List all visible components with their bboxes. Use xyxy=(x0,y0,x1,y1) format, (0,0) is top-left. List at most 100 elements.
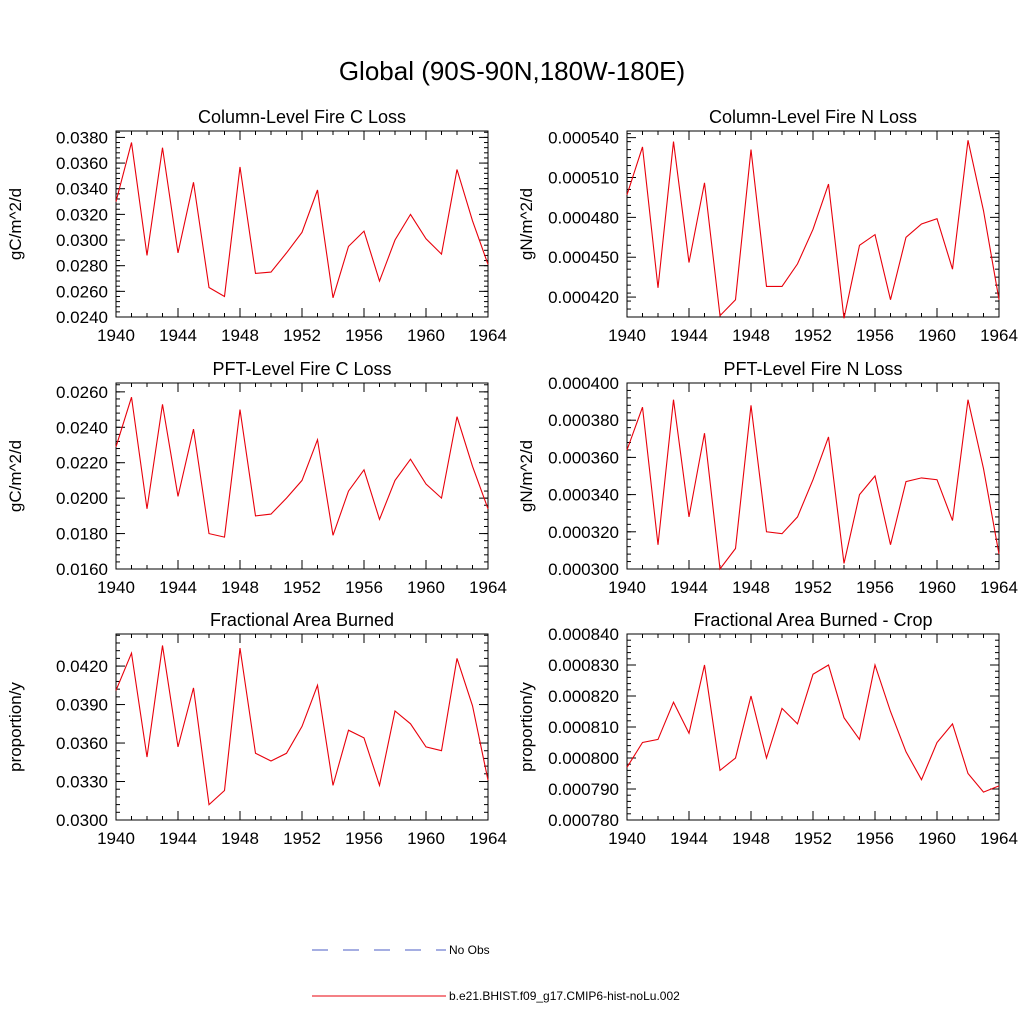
y-tick-label: 0.000340 xyxy=(548,486,619,505)
x-tick-label: 1948 xyxy=(732,578,770,597)
y-tick-label: 0.0200 xyxy=(56,489,108,508)
x-tick-label: 1964 xyxy=(980,829,1018,848)
x-tick-label: 1952 xyxy=(794,326,832,345)
chart-title: PFT-Level Fire C Loss xyxy=(212,359,391,379)
figure-title: Global (90S-90N,180W-180E) xyxy=(338,56,686,86)
y-axis-label: proportion/y xyxy=(6,682,25,772)
chart-panel-6: Fractional Area Burned - Crop proportion/… xyxy=(517,610,1018,848)
y-axis-label: gN/m^2/d xyxy=(517,440,536,512)
series-line xyxy=(626,662,1000,793)
x-tick-label: 1940 xyxy=(608,578,646,597)
series-line xyxy=(115,397,489,538)
chart-panel-5: Fractional Area Burned proportion/y 1940 19… xyxy=(6,610,507,848)
x-tick-label: 1960 xyxy=(407,578,445,597)
y-tick-label: 0.0330 xyxy=(56,773,108,792)
x-tick-label: 1960 xyxy=(407,326,445,345)
y-tick-label: 0.000380 xyxy=(548,411,619,430)
plot-frame xyxy=(115,382,489,570)
x-tick-label: 1948 xyxy=(221,578,259,597)
x-tick-label: 1952 xyxy=(794,829,832,848)
x-tick-label: 1956 xyxy=(345,578,383,597)
plot-frame xyxy=(115,130,489,318)
x-tick-label: 1944 xyxy=(670,578,708,597)
y-axis-label: gC/m^2/d xyxy=(6,188,25,260)
x-tick-label: 1940 xyxy=(608,829,646,848)
x-tick-label: 1952 xyxy=(283,578,321,597)
x-tick-label: 1944 xyxy=(670,326,708,345)
y-tick-label: 0.0390 xyxy=(56,696,108,715)
x-tick-label: 1940 xyxy=(97,829,135,848)
x-tick-label: 1964 xyxy=(980,326,1018,345)
chart-title: PFT-Level Fire N Loss xyxy=(723,359,902,379)
x-tick-label: 1948 xyxy=(221,326,259,345)
y-tick-label: 0.0380 xyxy=(56,128,108,147)
x-tick-label: 1940 xyxy=(97,326,135,345)
y-tick-label: 0.000810 xyxy=(548,718,619,737)
plot-frame xyxy=(115,633,489,821)
chart-title: Column-Level Fire N Loss xyxy=(709,107,917,127)
x-tick-label: 1956 xyxy=(345,829,383,848)
y-tick-label: 0.000420 xyxy=(548,288,619,307)
y-tick-label: 0.000800 xyxy=(548,749,619,768)
y-tick-label: 0.000820 xyxy=(548,687,619,706)
y-tick-label: 0.0220 xyxy=(56,454,108,473)
series-line xyxy=(626,140,1000,319)
chart-panel-3: PFT-Level Fire C Loss gC/m^2/d 1940 1944 194… xyxy=(6,359,507,597)
x-tick-label: 1960 xyxy=(918,578,956,597)
x-tick-label: 1964 xyxy=(469,578,507,597)
y-axis-label: gC/m^2/d xyxy=(6,440,25,512)
x-tick-label: 1952 xyxy=(283,829,321,848)
y-tick-label: 0.0320 xyxy=(56,205,108,224)
x-tick-label: 1960 xyxy=(918,829,956,848)
y-tick-label: 0.0160 xyxy=(56,560,108,579)
x-tick-label: 1952 xyxy=(794,578,832,597)
y-tick-label: 0.0240 xyxy=(56,308,108,327)
x-tick-label: 1940 xyxy=(97,578,135,597)
plot-frame xyxy=(626,633,1000,821)
x-tick-label: 1952 xyxy=(283,326,321,345)
x-tick-label: 1944 xyxy=(159,829,197,848)
y-tick-label: 0.0420 xyxy=(56,657,108,676)
y-tick-label: 0.0260 xyxy=(56,282,108,301)
y-tick-label: 0.000320 xyxy=(548,523,619,542)
y-tick-label: 0.000360 xyxy=(548,448,619,467)
plot-frame xyxy=(626,382,1000,570)
legend-label-model: b.e21.BHIST.f09_g17.CMIP6-hist-noLu.002 xyxy=(449,989,680,1003)
x-tick-label: 1964 xyxy=(980,578,1018,597)
x-tick-label: 1956 xyxy=(856,326,894,345)
y-tick-label: 0.0260 xyxy=(56,383,108,402)
x-tick-label: 1956 xyxy=(856,578,894,597)
chart-panel-2: Column-Level Fire N Loss gN/m^2/d 1940 1944… xyxy=(517,107,1018,345)
x-tick-label: 1940 xyxy=(608,326,646,345)
y-tick-label: 0.000510 xyxy=(548,169,619,188)
y-tick-label: 0.0300 xyxy=(56,811,108,830)
y-tick-label: 0.000400 xyxy=(548,374,619,393)
x-tick-label: 1948 xyxy=(221,829,259,848)
chart-panel-4: PFT-Level Fire N Loss gN/m^2/d 1940 1944 194… xyxy=(517,359,1018,597)
x-tick-label: 1944 xyxy=(159,578,197,597)
y-tick-label: 0.000840 xyxy=(548,625,619,644)
y-tick-label: 0.0280 xyxy=(56,257,108,276)
plot-frame xyxy=(626,130,1000,318)
x-tick-label: 1956 xyxy=(856,829,894,848)
y-tick-label: 0.0340 xyxy=(56,180,108,199)
y-tick-label: 0.000300 xyxy=(548,560,619,579)
y-tick-label: 0.000450 xyxy=(548,248,619,267)
y-tick-label: 0.0360 xyxy=(56,154,108,173)
y-tick-label: 0.0360 xyxy=(56,734,108,753)
chart-title: Fractional Area Burned - Crop xyxy=(693,610,932,630)
y-tick-label: 0.000540 xyxy=(548,129,619,148)
x-tick-label: 1948 xyxy=(732,326,770,345)
series-line xyxy=(626,399,1000,571)
y-tick-label: 0.0300 xyxy=(56,231,108,250)
chart-title: Column-Level Fire C Loss xyxy=(198,107,406,127)
legend-label-obs: No Obs xyxy=(449,943,490,957)
y-tick-label: 0.000780 xyxy=(548,811,619,830)
series-line xyxy=(115,645,489,806)
series-line xyxy=(115,142,489,298)
y-tick-label: 0.000480 xyxy=(548,208,619,227)
y-axis-label: gN/m^2/d xyxy=(517,188,536,260)
chart-panel-1: Column-Level Fire C Loss gC/m^2/d 1940 1944… xyxy=(6,107,507,345)
